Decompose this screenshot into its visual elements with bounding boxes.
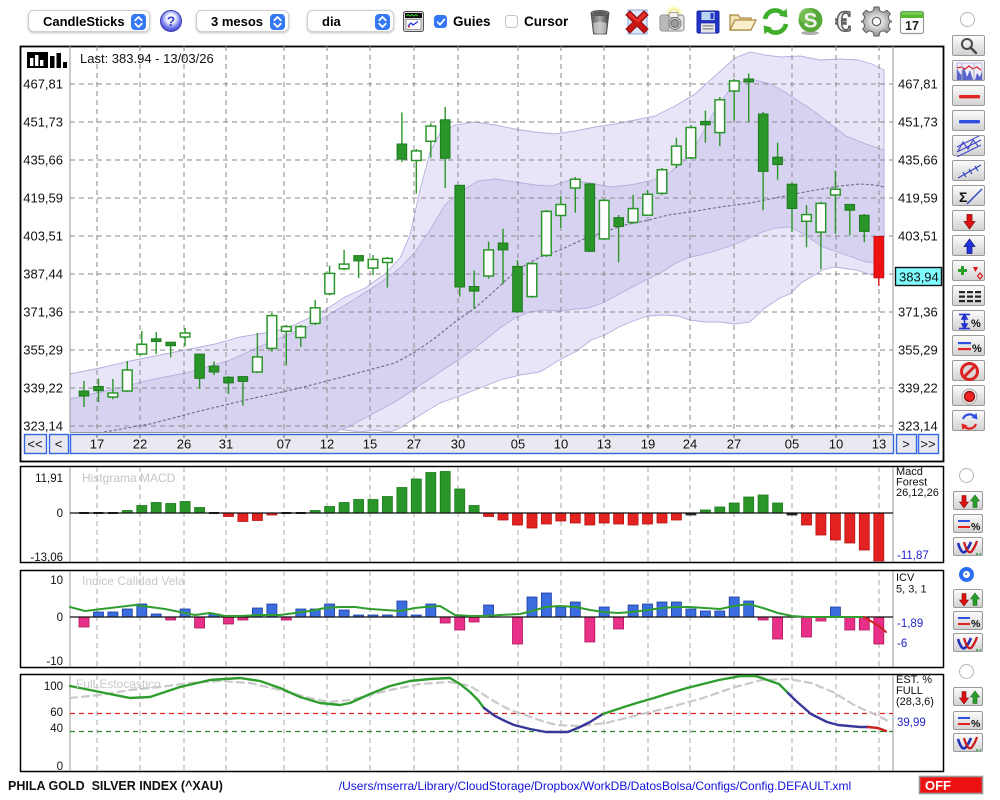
svg-text:>: >: [902, 437, 910, 452]
svg-text:ICV: ICV: [896, 572, 915, 584]
svg-text:-10: -10: [46, 656, 63, 668]
svg-text:0: 0: [57, 612, 63, 624]
svg-text:<: <: [55, 437, 63, 452]
svg-text:31: 31: [219, 437, 233, 452]
svg-text:-1,89: -1,89: [897, 618, 923, 630]
svg-text:%: %: [971, 718, 981, 730]
svg-text:39,99: 39,99: [897, 717, 926, 729]
svg-text:355,29: 355,29: [23, 343, 63, 358]
svg-text:FulLEstocastico: FulLEstocastico: [76, 677, 161, 691]
svg-text:13: 13: [872, 437, 886, 452]
svg-text:27: 27: [727, 437, 741, 452]
svg-text:<<: <<: [27, 437, 42, 452]
svg-text:11,91: 11,91: [35, 473, 63, 485]
svg-text:Last: 383.94 - 13/03/26: Last: 383.94 - 13/03/26: [80, 51, 214, 66]
svg-text:%: %: [971, 618, 981, 630]
svg-text:/Users/mserra/Library/CloudSto: /Users/mserra/Library/CloudStorage/Dropb…: [339, 779, 851, 793]
svg-text:15: 15: [363, 437, 377, 452]
svg-text:%: %: [971, 521, 981, 533]
svg-text:-13,06: -13,06: [30, 552, 63, 564]
svg-text:10: 10: [50, 575, 63, 587]
svg-text:323,14: 323,14: [23, 419, 63, 434]
svg-text:10: 10: [829, 437, 843, 452]
svg-text:26: 26: [177, 437, 191, 452]
svg-text:371,36: 371,36: [23, 305, 63, 320]
svg-text:OFF: OFF: [925, 778, 951, 793]
svg-text:FULL: FULL: [896, 685, 923, 697]
svg-text:451,73: 451,73: [898, 115, 938, 130]
svg-text:22: 22: [133, 437, 147, 452]
svg-text:EST. %: EST. %: [896, 674, 932, 686]
svg-text:419,59: 419,59: [898, 191, 938, 206]
svg-text:19: 19: [641, 437, 655, 452]
svg-text:17: 17: [905, 19, 919, 33]
svg-text:100: 100: [44, 681, 63, 693]
svg-text:26,12,26: 26,12,26: [896, 487, 939, 499]
svg-text:467,81: 467,81: [23, 77, 63, 92]
svg-text:355,29: 355,29: [898, 343, 938, 358]
svg-text:403,51: 403,51: [898, 229, 938, 244]
svg-text:Histgrama MACD: Histgrama MACD: [82, 471, 176, 485]
svg-text:323,14: 323,14: [898, 419, 938, 434]
svg-text:%: %: [972, 343, 982, 355]
svg-text:Forest: Forest: [896, 477, 927, 489]
svg-text:387,44: 387,44: [23, 267, 63, 282]
svg-text:5, 3, 1: 5, 3, 1: [896, 584, 927, 596]
svg-text:>>: >>: [920, 437, 935, 452]
svg-text:-11,87: -11,87: [897, 550, 929, 562]
svg-text:24: 24: [683, 437, 697, 452]
svg-text:Indice Calidad Vela: Indice Calidad Vela: [82, 574, 185, 588]
svg-text:17: 17: [90, 437, 104, 452]
svg-text:12: 12: [320, 437, 334, 452]
svg-text:S: S: [803, 10, 817, 33]
svg-text:403,51: 403,51: [23, 229, 63, 244]
svg-text:Macd: Macd: [896, 466, 923, 478]
svg-text:07: 07: [277, 437, 291, 452]
svg-text:0: 0: [57, 508, 63, 520]
svg-text:60: 60: [50, 707, 63, 719]
svg-text:%: %: [971, 318, 981, 330]
svg-text:27: 27: [407, 437, 421, 452]
svg-text:0: 0: [57, 761, 63, 773]
svg-text:(28,3,6): (28,3,6): [896, 696, 934, 708]
svg-text:435,66: 435,66: [23, 153, 63, 168]
svg-text:30: 30: [451, 437, 465, 452]
svg-text:419,59: 419,59: [23, 191, 63, 206]
svg-text:-6: -6: [897, 638, 907, 650]
svg-text:40: 40: [50, 723, 63, 735]
svg-text:435,66: 435,66: [898, 153, 938, 168]
svg-text:371,36: 371,36: [898, 305, 938, 320]
svg-text:Σ: Σ: [959, 189, 967, 205]
svg-text:13: 13: [597, 437, 611, 452]
svg-text:05: 05: [511, 437, 525, 452]
svg-text:PHILA GOLD SILVER INDEX (^XAU: PHILA GOLD SILVER INDEX (^XAU): [8, 779, 223, 793]
svg-text:451,73: 451,73: [23, 115, 63, 130]
svg-text:383,94: 383,94: [899, 270, 939, 285]
svg-text:339,22: 339,22: [898, 381, 938, 396]
svg-text:€: €: [836, 6, 851, 37]
svg-text:05: 05: [785, 437, 799, 452]
svg-text:339,22: 339,22: [23, 381, 63, 396]
svg-text:467,81: 467,81: [898, 77, 938, 92]
svg-text:10: 10: [554, 437, 568, 452]
